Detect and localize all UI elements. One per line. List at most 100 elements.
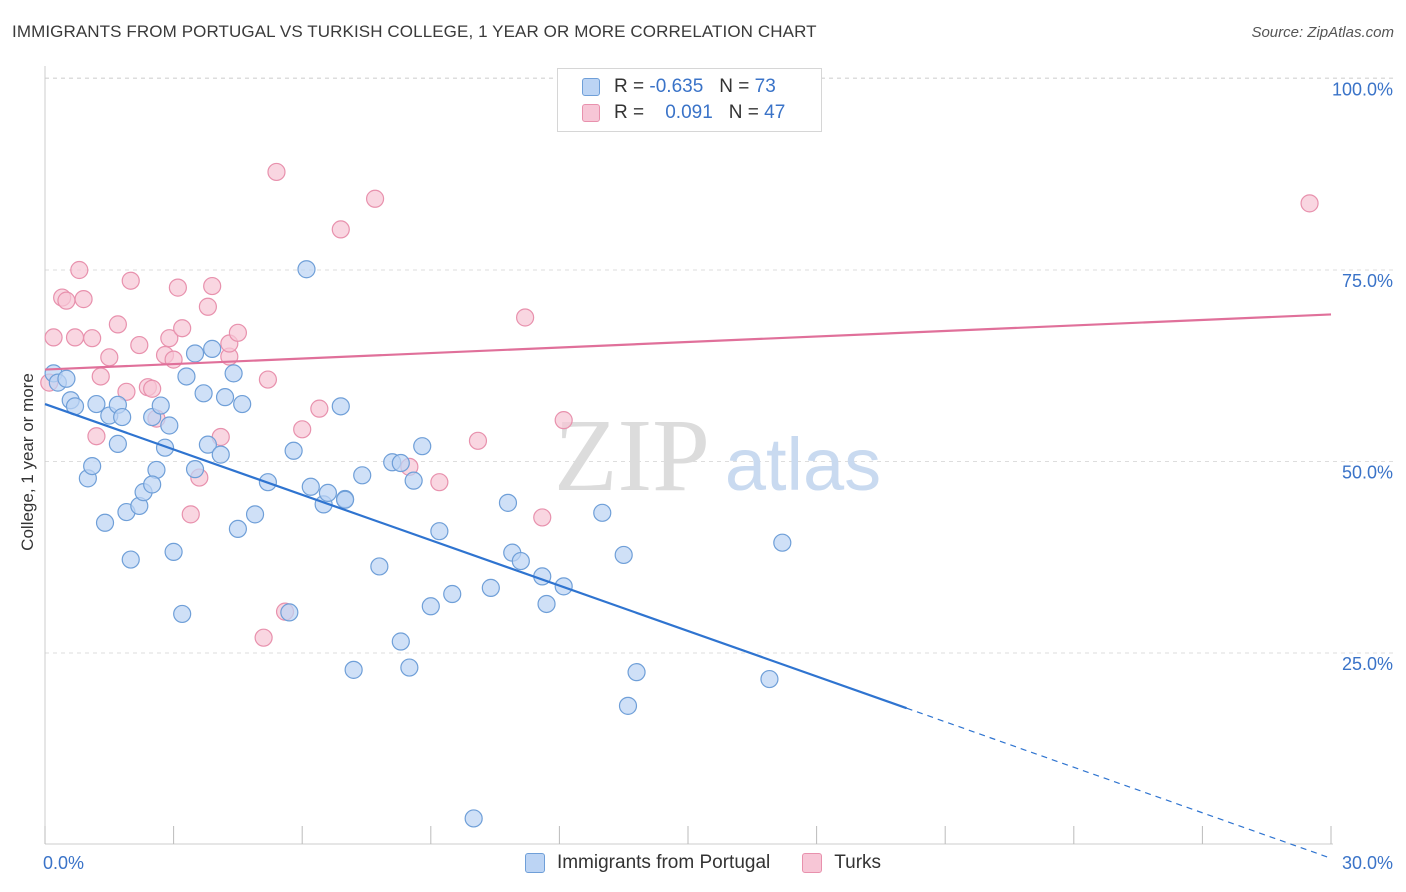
tick-labels: 25.0% 50.0% 75.0% 100.0% 0.0% 30.0% [43,80,1393,874]
portugal-point [481,578,500,597]
portugal-points [44,260,792,828]
turks-point [117,382,136,401]
portugal-point [151,396,170,415]
portugal-point [537,594,556,614]
legend-swatch-portugal [582,78,600,96]
correlation-legend: R = -0.635 N = 73 R = 0.091 N = 47 [557,68,822,132]
turks-point [143,379,162,398]
legend-swatch-portugal [524,853,545,873]
portugal-point [498,493,518,512]
turks-point [310,399,329,418]
y-axis-label: College, 1 year or more [18,373,37,551]
portugal-point [284,441,303,460]
portugal-point [413,437,432,456]
portugal-trendline-extension [906,707,1332,859]
portugal-point [464,809,483,828]
y-tick-label: 75.0% [1342,271,1393,291]
portugal-point [198,435,217,454]
portugal-point [108,434,127,453]
turks-point [160,329,179,348]
portugal-point [301,477,320,496]
y-tick-label: 25.0% [1342,654,1393,674]
portugal-point [233,394,252,414]
portugal-point [318,483,338,503]
legend-n-label: N = [728,102,759,123]
legend-row-portugal: R = -0.635 N = 73 [582,74,776,100]
turks-point [516,308,535,327]
turks-point [1300,194,1319,213]
watermark-atlas: atlas [725,423,881,506]
legend-label-portugal: Immigrants from Portugal [556,852,771,873]
portugal-point [391,453,410,473]
portugal-point [391,632,410,651]
turks-points [40,103,1319,647]
turks-point [181,505,200,524]
legend-item-turks: Turks [802,852,881,874]
turks-point [554,411,573,430]
legend-r-label: R = [614,102,645,123]
turks-point [228,323,247,342]
portugal-trendline [44,403,907,710]
turks-point [254,628,273,647]
chart-source: Source: ZipAtlas.com [1251,24,1394,41]
legend-n-value: 47 [764,102,786,123]
portugal-point [57,369,76,388]
portugal-point [164,542,183,561]
x-tick-label: 30.0% [1342,853,1393,873]
portugal-point [185,460,205,479]
portugal-point [280,603,299,622]
turks-point [83,329,102,348]
portugal-point [511,551,530,571]
turks-point [203,276,222,296]
portugal-point [618,696,638,715]
turks-point [87,427,106,446]
turks-point [267,162,286,182]
turks-point [198,297,217,316]
chart-title: IMMIGRANTS FROM PORTUGAL VS TURKISH COLL… [12,22,817,41]
series-legend: Immigrants from Portugal Turks [0,852,1406,874]
portugal-point [344,660,363,679]
portugal-point [335,490,355,509]
legend-n-value: 73 [754,76,776,97]
portugal-point [353,466,372,485]
turks-point [91,367,110,386]
portugal-point [177,367,196,386]
legend-label-turks: Turks [834,852,882,873]
portugal-point [443,584,462,604]
portugal-point [245,505,265,524]
legend-r-value: 0.091 [665,102,713,123]
turks-point [100,348,119,367]
turks-point [130,335,149,355]
turks-point [121,271,140,290]
turks-point [533,508,552,527]
legend-item-portugal: Immigrants from Portugal [524,852,771,874]
turks-point [74,290,93,309]
turks-point [168,278,187,297]
turks-point [65,328,85,347]
portugal-point [95,513,115,532]
portugal-point [760,669,779,689]
portugal-point [113,407,132,427]
portugal-point [430,522,449,541]
turks-point [331,220,350,239]
portugal-point [400,658,419,677]
turks-point [173,319,192,338]
watermark-zip: ZIP [554,398,710,513]
legend-row-turks: R = 0.091 N = 47 [582,100,785,126]
legend-swatch-turks [802,853,823,873]
portugal-point [173,604,192,624]
turks-point [468,431,488,450]
turks-point [44,328,63,347]
x-tick-label: 0.0% [43,853,84,873]
portugal-point [593,503,612,522]
portugal-point [614,545,633,565]
portugal-point [297,260,316,279]
watermark: ZIP atlas [554,398,881,513]
portugal-point [404,471,423,490]
legend-r-label: R = [614,76,645,97]
turks-point [293,420,312,439]
portugal-point [160,416,179,435]
turks-point [70,260,89,280]
portugal-point [211,445,230,464]
